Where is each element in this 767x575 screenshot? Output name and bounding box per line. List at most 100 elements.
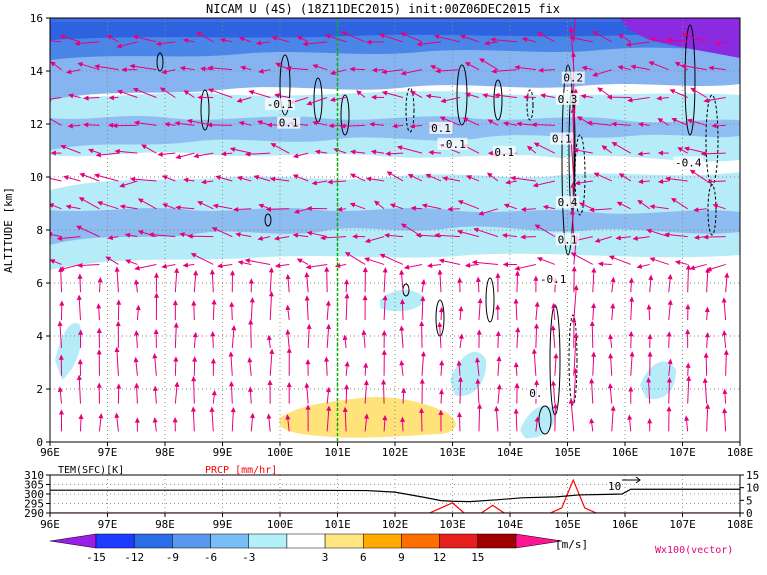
colorbar-tick-label: -9	[166, 551, 179, 564]
vector-arrowhead	[572, 367, 579, 374]
vector-arrowhead	[515, 326, 521, 333]
vector-arrowhead	[419, 378, 425, 384]
vector-arrowhead	[314, 149, 321, 155]
contour-label-bg	[550, 132, 574, 145]
vector-arrowhead	[266, 122, 272, 128]
vector-arrowhead	[681, 32, 688, 38]
vector-arrowhead	[686, 118, 693, 124]
vector-arrowhead	[67, 123, 73, 129]
vector-arrowhead	[237, 260, 244, 266]
vector-arrow	[76, 225, 100, 238]
vector-arrowhead	[94, 64, 100, 70]
vector-arrowhead	[114, 148, 120, 154]
vector-arrowhead	[703, 352, 709, 358]
vector-arrowhead	[677, 147, 684, 152]
vector-arrowhead	[344, 293, 350, 299]
vector-arrowhead	[305, 359, 311, 365]
vector-arrowhead	[520, 234, 526, 240]
vector-arrowhead	[229, 147, 236, 153]
vector-arrowhead	[421, 203, 428, 209]
main-x-axis: 96E 97E 98E 99E 100E 101E 102E 103E 104E 105E 106E…	[40, 442, 753, 459]
vector-arrowhead	[540, 93, 546, 99]
vector-arrowhead	[514, 382, 520, 388]
vector-arrowhead	[107, 235, 114, 241]
colorbar-swatch	[477, 533, 517, 549]
y-axis-label: ALTITUDE [km]	[2, 187, 15, 273]
vector-arrow	[572, 108, 575, 154]
vector-arrowhead	[306, 205, 312, 212]
vector-arrowhead	[172, 299, 178, 306]
vector-arrowhead	[534, 379, 540, 385]
vector-arrowhead	[199, 66, 206, 72]
vector-arrowhead	[608, 353, 614, 359]
sub-left-tick-label: 300	[24, 488, 44, 501]
vector-arrowhead	[182, 262, 189, 268]
vector-arrow	[647, 378, 651, 404]
vector-arrowhead	[403, 264, 410, 270]
vector-arrowhead	[183, 90, 190, 96]
vector-arrowhead	[680, 63, 687, 69]
vector-arrowhead	[96, 349, 102, 355]
vector-arrowhead	[722, 388, 728, 395]
vector-arrow	[435, 234, 461, 238]
x-tick-label: 102E	[382, 446, 409, 459]
vector-arrowhead	[305, 404, 311, 410]
vector-arrowhead	[648, 61, 655, 67]
vector-arrowhead	[248, 90, 255, 95]
vector-arrow	[397, 146, 423, 154]
chart-title: NICAM U (4S) (18Z11DEC2015) init:00Z06DE…	[206, 2, 560, 16]
vector-arrowhead	[649, 204, 655, 210]
vector-arrowhead	[77, 273, 83, 279]
vector-arrowhead	[236, 97, 243, 103]
colorbar-min-triangle	[49, 533, 97, 549]
vector-arrow	[116, 347, 119, 376]
vector-arrow	[50, 40, 62, 43]
vector-arrowhead	[706, 266, 712, 272]
vector-arrowhead	[349, 66, 355, 72]
vector-arrowhead	[217, 263, 223, 269]
vector-field	[50, 18, 730, 432]
vector-arrowhead	[536, 32, 543, 37]
vector-arrowhead	[293, 208, 300, 214]
vector-arrowhead	[304, 295, 310, 301]
sub-x-tick-label: 105E	[554, 518, 581, 531]
vector-arrowhead	[115, 320, 121, 327]
vector-arrowhead	[382, 267, 388, 273]
vector-arrowhead	[349, 202, 356, 208]
vector-arrow	[345, 294, 348, 321]
vector-arrowhead	[636, 263, 643, 269]
vector-arrow	[59, 321, 62, 348]
vector-arrowhead	[161, 175, 168, 180]
vector-arrowhead	[447, 206, 453, 212]
vector-arrowhead	[476, 329, 482, 335]
vector-arrowhead	[628, 277, 634, 283]
vector-arrowhead	[195, 31, 202, 37]
vector-arrowhead	[311, 180, 318, 186]
vector-arrowhead	[534, 416, 540, 422]
vector-arrowhead	[379, 253, 386, 259]
vector-arrowhead	[685, 264, 691, 270]
vector-arrowhead	[371, 67, 378, 73]
vector-arrowhead	[247, 356, 253, 363]
vector-arrowhead	[134, 330, 140, 336]
vector-arrowhead	[285, 329, 291, 335]
vector-arrowhead	[703, 97, 710, 103]
vector-arrowhead	[502, 121, 509, 127]
vector-arrowhead	[116, 299, 122, 305]
vector-arrowhead	[350, 149, 356, 155]
vector-arrowhead	[209, 269, 215, 275]
vector-arrowhead	[362, 266, 368, 273]
x-tick-label: 106E	[612, 446, 639, 459]
vector-arrowhead	[490, 37, 496, 43]
vector-arrowhead	[460, 34, 466, 40]
vector-arrowhead	[325, 323, 332, 330]
y-tick-label: 4	[36, 330, 43, 343]
vector-arrowhead	[296, 258, 303, 264]
vector-arrowhead	[324, 356, 330, 362]
vector-arrowhead	[210, 331, 216, 337]
main-panel: -0.1 0.1 0.1 -0.1 0.1 0.1 0.2 0.3 0.4 0.1 -0.1 -0.4…	[50, 18, 740, 442]
y-tick-label: 10	[30, 171, 43, 184]
vector-arrowhead	[637, 122, 644, 128]
vector-arrowhead	[458, 333, 464, 340]
vector-arrowhead	[267, 379, 273, 385]
